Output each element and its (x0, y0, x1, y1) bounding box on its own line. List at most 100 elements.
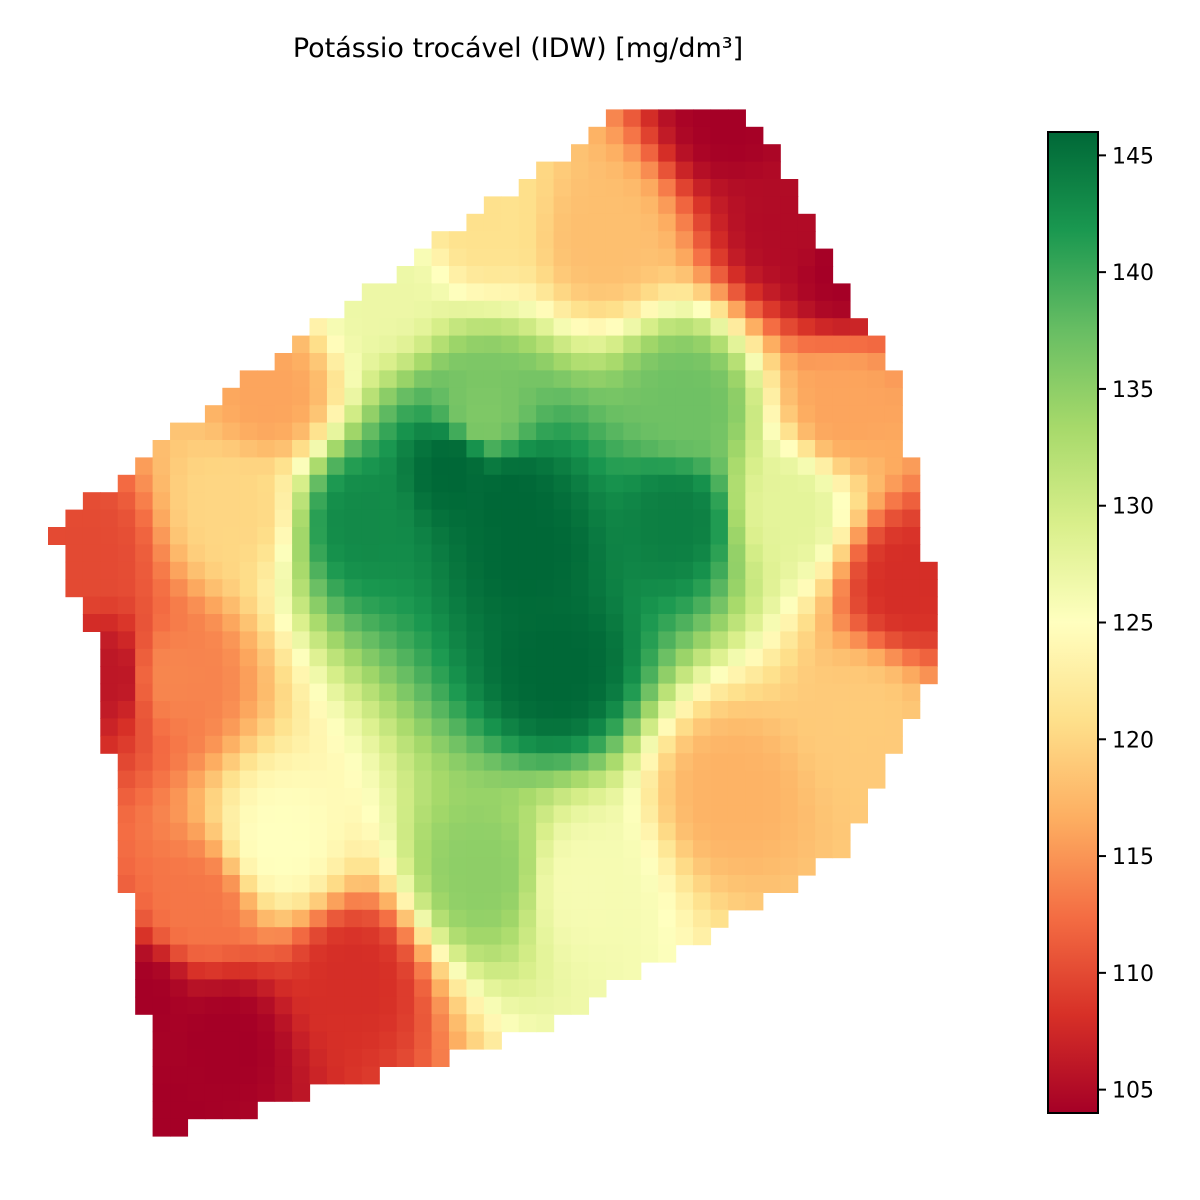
heatmap-cell (414, 770, 433, 789)
heatmap-cell (902, 579, 921, 598)
heatmap-cell (849, 683, 868, 702)
heatmap-cell (483, 805, 502, 824)
heatmap-cell (65, 579, 84, 598)
heatmap-cell (396, 457, 415, 476)
heatmap-cell (623, 683, 642, 702)
heatmap-cell (588, 370, 607, 389)
heatmap-cell (710, 579, 729, 598)
heatmap-cell (797, 213, 816, 232)
heatmap-cell (710, 492, 729, 511)
heatmap-cell (257, 474, 276, 493)
heatmap-cell (640, 805, 659, 824)
heatmap-cell (326, 927, 345, 946)
heatmap-cell (553, 440, 572, 458)
heatmap-cell (605, 962, 624, 980)
heatmap-cell (588, 387, 607, 406)
heatmap-cell (884, 614, 903, 632)
heatmap-cell (553, 735, 572, 754)
heatmap-cell (257, 718, 276, 737)
heatmap-cell (170, 1101, 189, 1120)
heatmap-cell (135, 579, 154, 598)
heatmap-cell (623, 196, 642, 215)
heatmap-cell (710, 318, 729, 337)
heatmap-cell (518, 509, 537, 528)
heatmap-cell (675, 335, 694, 354)
heatmap-cell (693, 579, 712, 598)
heatmap-cell (379, 875, 398, 893)
heatmap-cell (414, 718, 433, 737)
heatmap-cell (396, 440, 415, 458)
heatmap-cell (919, 666, 938, 685)
heatmap-cell (466, 422, 485, 441)
heatmap-cell (239, 370, 258, 389)
heatmap-cell (152, 1101, 171, 1120)
heatmap-cell (815, 770, 834, 789)
heatmap-cell (571, 544, 590, 563)
heatmap-cell (605, 770, 624, 789)
heatmap-cell (640, 944, 659, 963)
heatmap-cell (257, 440, 276, 458)
heatmap-cell (588, 492, 607, 511)
heatmap-cell (483, 927, 502, 946)
heatmap-cell (797, 527, 816, 545)
heatmap-cell (727, 318, 746, 337)
heatmap-cell (553, 213, 572, 232)
heatmap-cell (693, 248, 712, 267)
heatmap-cell (797, 683, 816, 702)
heatmap-cell (396, 353, 415, 371)
heatmap-cell (152, 1014, 171, 1033)
heatmap-cell (780, 683, 799, 702)
heatmap-cell (710, 561, 729, 580)
heatmap-cell (727, 631, 746, 650)
heatmap-cell (658, 909, 677, 928)
heatmap-cell (135, 666, 154, 685)
heatmap-cell (204, 718, 223, 737)
heatmap-cell (797, 701, 816, 719)
heatmap-cell (292, 387, 311, 406)
heatmap-cell (553, 805, 572, 824)
heatmap-cell (326, 875, 345, 893)
heatmap-cell (309, 753, 328, 772)
heatmap-cell (361, 788, 380, 806)
heatmap-cell (466, 457, 485, 476)
heatmap-cell (501, 979, 520, 998)
heatmap-cell (187, 561, 206, 580)
heatmap-cell (849, 335, 868, 354)
heatmap-cell (571, 457, 590, 476)
heatmap-cell (222, 648, 241, 667)
heatmap-cell (448, 248, 468, 267)
heatmap-cell (274, 683, 293, 702)
heatmap-cell (204, 996, 223, 1015)
heatmap-cell (727, 509, 746, 528)
heatmap-cell (396, 318, 415, 337)
heatmap-cell (658, 387, 677, 406)
heatmap-cell (414, 596, 433, 615)
heatmap-cell (396, 561, 415, 580)
heatmap-cell (292, 944, 311, 963)
colorbar-tick-label: 130 (1112, 495, 1154, 520)
heatmap-cell (710, 857, 729, 876)
heatmap-cell (762, 840, 781, 859)
heatmap-cell (658, 805, 677, 824)
heatmap-cell (326, 788, 345, 806)
heatmap-cell (693, 561, 712, 580)
heatmap-cell (623, 892, 642, 911)
heatmap-cell (571, 753, 590, 772)
heatmap-cell (414, 440, 433, 458)
heatmap-cell (274, 735, 293, 754)
heatmap-cell (588, 614, 607, 632)
heatmap-cell (379, 370, 398, 389)
heatmap-cell (239, 683, 258, 702)
heatmap-cell (536, 892, 555, 911)
heatmap-cell (658, 875, 677, 893)
heatmap-cell (675, 892, 694, 911)
heatmap-cell (483, 196, 502, 215)
heatmap-cell (414, 648, 433, 667)
heatmap-cell (239, 474, 258, 493)
heatmap-cell (518, 840, 537, 859)
heatmap-cell (710, 683, 729, 702)
heatmap-cell (762, 648, 781, 667)
heatmap-cell (431, 962, 450, 980)
heatmap-cell (431, 840, 450, 859)
heatmap-cell (780, 353, 799, 371)
